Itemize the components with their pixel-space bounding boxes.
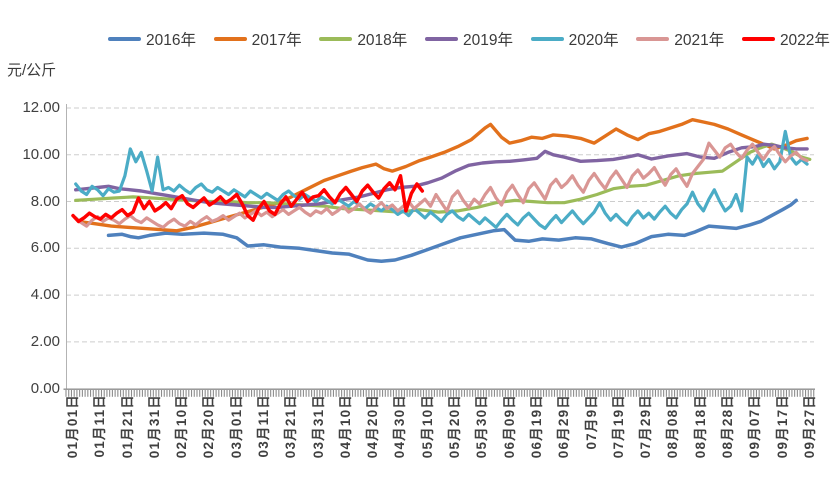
legend-line-swatch — [530, 36, 564, 42]
series-line-2020年 — [74, 129, 809, 230]
x-axis-tick-label: 06月29日 — [556, 394, 572, 459]
series-line-2017年 — [76, 117, 809, 233]
y-axis-tick-label: 0.00 — [30, 379, 60, 397]
legend-label: 2017年 — [251, 32, 302, 49]
y-axis-tick-label: 10.00 — [22, 145, 60, 163]
x-axis-tick-label: 09月17日 — [774, 394, 790, 459]
legend-label: 2018年 — [357, 32, 408, 49]
x-axis-tick-label: 07月19日 — [610, 394, 626, 459]
series-line-2016年 — [106, 198, 798, 263]
y-axis-unit-label: 元/公斤 — [7, 62, 57, 79]
x-axis-tick-label: 04月30日 — [392, 394, 408, 459]
chart-legend: 2016年 2017年 2018年 2019年 2020年 2021年 2022年 — [108, 29, 830, 49]
legend-line-swatch — [213, 36, 247, 42]
y-axis-tick-label: 2.00 — [30, 332, 60, 350]
y-axis-tick-label: 6.00 — [30, 239, 60, 257]
legend-line-swatch — [424, 36, 458, 42]
x-axis-tick-label: 06月09日 — [501, 394, 517, 459]
legend-label: 2019年 — [462, 32, 513, 49]
x-axis-tick-label: 02月20日 — [201, 394, 217, 459]
x-axis-tick-label: 03月11日 — [256, 394, 272, 458]
x-axis-tick-label: 07月29日 — [638, 394, 654, 459]
series-line-2022年 — [71, 174, 425, 224]
x-axis-tick-label: 09月27日 — [801, 394, 817, 459]
x-axis-tick-label: 08月08日 — [665, 394, 681, 459]
legend-item-2021年: 2021年 — [636, 28, 724, 50]
x-axis-tick-label: 03月31日 — [310, 394, 326, 459]
y-axis-tick-label: 8.00 — [30, 192, 60, 210]
x-axis-tick-label: 07月9日 — [583, 394, 599, 450]
legend-line-swatch — [319, 36, 353, 42]
series-line-2019年 — [73, 142, 809, 210]
legend-item-2022年: 2022年 — [741, 28, 830, 50]
legend-item-2020年: 2020年 — [530, 28, 619, 50]
legend-label: 2022年 — [779, 32, 830, 49]
y-axis-tick-label: 4.00 — [30, 286, 60, 304]
legend-item-2016年: 2016年 — [108, 28, 196, 50]
legend-item-2019年: 2019年 — [424, 28, 513, 50]
legend-item-2017年: 2017年 — [213, 28, 302, 50]
legend-line-swatch — [108, 36, 141, 42]
legend-line-swatch — [636, 36, 670, 42]
legend-label: 2021年 — [674, 32, 725, 49]
x-axis-tick-label: 02月10日 — [174, 394, 190, 459]
legend-line-swatch — [741, 36, 775, 42]
x-axis-tick-label: 01月11日 — [92, 394, 108, 458]
y-axis-tick-label: 12.00 — [22, 99, 60, 116]
x-axis-tick-label: 05月10日 — [419, 394, 435, 459]
x-axis-tick-label: 09月07日 — [747, 394, 763, 459]
series-line-2021年 — [74, 141, 809, 229]
x-axis-tick-label: 03月01日 — [228, 394, 244, 459]
x-axis-tick-label: 04月20日 — [365, 394, 381, 459]
x-axis-tick-label: 01月21日 — [119, 394, 135, 459]
x-axis-tick-label: 05月20日 — [447, 394, 463, 459]
x-axis-tick-label: 06月19日 — [528, 394, 544, 459]
x-axis-tick-label: 04月10日 — [337, 394, 353, 459]
legend-label: 2016年 — [146, 32, 196, 49]
x-axis-tick-label: 08月18日 — [692, 394, 708, 459]
x-axis-tick-label: 05月30日 — [474, 394, 490, 459]
legend-label: 2020年 — [568, 32, 619, 49]
x-axis-tick-label: 01月31日 — [146, 394, 162, 459]
x-axis-tick-label: 03月21日 — [283, 394, 299, 459]
x-axis-tick-label: 01月01日 — [65, 394, 80, 459]
x-axis-tick-label: 08月28日 — [719, 394, 735, 459]
legend-item-2018年: 2018年 — [319, 28, 407, 50]
